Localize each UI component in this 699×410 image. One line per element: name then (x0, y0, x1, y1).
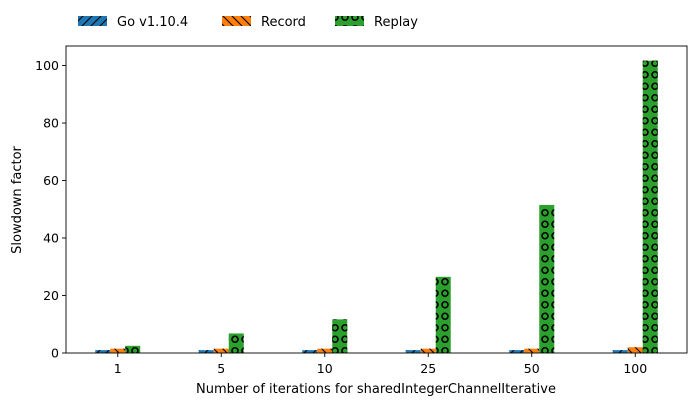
y-tick-label: 100 (35, 58, 59, 73)
plot-frame (65, 45, 688, 354)
bar-hatch (332, 319, 348, 353)
bar-record-10 (317, 348, 333, 353)
legend-item-go-v1-10-4: Go v1.10.4 (78, 15, 188, 30)
bar-hatch (95, 350, 111, 353)
bar-hatch (198, 350, 214, 353)
bar-hatch (509, 350, 525, 353)
bar-replay-5 (228, 333, 244, 353)
bar-hatch (627, 347, 643, 353)
bar-replay-1 (125, 345, 141, 353)
bar-record-50 (524, 348, 540, 353)
legend-label: Record (261, 15, 306, 30)
bar-replay-100 (642, 60, 658, 354)
y-tick-label: 0 (51, 346, 59, 361)
x-tick-label: 50 (524, 361, 540, 376)
bar-replay-10 (332, 319, 348, 353)
legend-label: Go v1.10.4 (117, 15, 188, 30)
bar-record-1 (110, 348, 126, 353)
axes-group (65, 45, 688, 354)
legend-swatch-hatch (78, 16, 107, 26)
x-tick-label: 1 (114, 361, 122, 376)
bar-replay-50 (539, 204, 555, 353)
bar-record-100 (627, 347, 643, 353)
bar-hatch (213, 348, 229, 353)
legend-swatch-hatch (222, 16, 251, 26)
bars-group (95, 60, 658, 354)
bar-hatch (302, 350, 318, 353)
bar-go-v1-10-4-25 (405, 350, 421, 353)
y-axis-ticks: 0 20 40 60 80 100 (35, 58, 66, 361)
legend-item-replay: Replay (335, 15, 418, 30)
bar-hatch (435, 276, 451, 353)
bar-hatch (405, 350, 421, 353)
y-axis-label: Slowdown factor (10, 145, 25, 253)
bar-go-v1-10-4-5 (198, 350, 214, 353)
x-axis-label: Number of iterations for sharedIntegerCh… (196, 382, 556, 397)
bar-hatch (110, 348, 126, 353)
bar-record-25 (420, 348, 436, 353)
legend-swatch-hatch (335, 16, 364, 26)
x-tick-label: 100 (623, 361, 647, 376)
x-tick-label: 25 (420, 361, 436, 376)
y-tick-label: 20 (43, 288, 59, 303)
legend-item-record: Record (222, 15, 306, 30)
bar-go-v1-10-4-1 (95, 350, 111, 353)
bar-hatch (539, 204, 555, 353)
x-tick-label: 10 (317, 361, 333, 376)
y-tick-label: 60 (43, 173, 59, 188)
y-tick-label: 40 (43, 231, 59, 246)
x-tick-label: 5 (217, 361, 225, 376)
bar-hatch (524, 348, 540, 353)
bar-go-v1-10-4-50 (509, 350, 525, 353)
bar-hatch (420, 348, 436, 353)
bar-hatch (317, 348, 333, 353)
bar-hatch (612, 350, 628, 353)
bar-hatch (228, 333, 244, 353)
x-axis-ticks: 1 5 10 25 50 100 (114, 353, 647, 376)
legend: Go v1.10.4 Record Replay (78, 15, 418, 30)
bar-hatch (642, 60, 658, 354)
bar-replay-25 (435, 276, 451, 353)
bar-hatch (125, 345, 141, 353)
y-tick-label: 80 (43, 116, 59, 131)
bar-go-v1-10-4-10 (302, 350, 318, 353)
bar-go-v1-10-4-100 (612, 350, 628, 353)
legend-label: Replay (374, 15, 418, 30)
bar-record-5 (213, 348, 229, 353)
